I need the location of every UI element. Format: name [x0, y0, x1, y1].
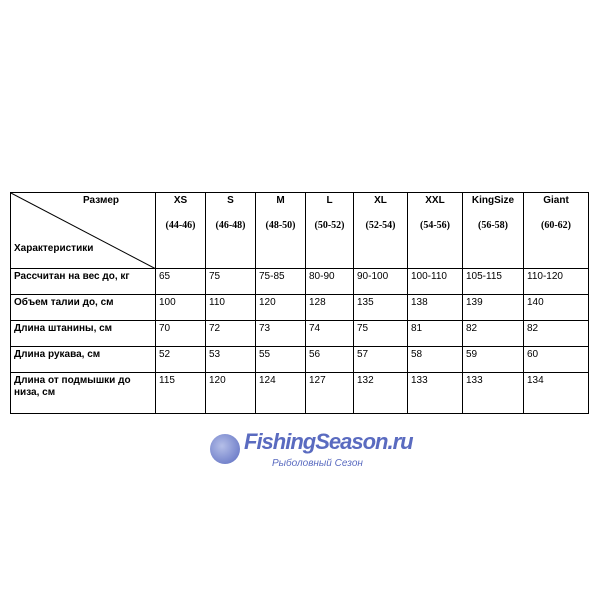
table-cell: 124	[255, 372, 306, 414]
table-cell: 82	[523, 320, 589, 347]
watermark-title: FishingSeason.ru	[244, 429, 414, 454]
size-header: Giant (60-62)	[523, 192, 589, 269]
table-cell: 80-90	[305, 268, 354, 295]
size-name: KingSize	[471, 195, 515, 206]
table-cell: 133	[407, 372, 463, 414]
table-cell: 56	[305, 346, 354, 373]
table-cell: 120	[255, 294, 306, 321]
table-cell: 75	[205, 268, 256, 295]
size-name: XL	[374, 195, 387, 206]
size-header: XS (44-46)	[155, 192, 206, 269]
size-range: (54-56)	[420, 220, 450, 231]
table-cell: 110	[205, 294, 256, 321]
table-cell: 120	[205, 372, 256, 414]
header-row: Размер Характеристики XS (44-46) S (46-48)…	[10, 192, 589, 269]
size-header: S (46-48)	[205, 192, 256, 269]
table-cell: 53	[205, 346, 256, 373]
corner-top-label: Размер	[83, 195, 120, 206]
size-name: XS	[173, 195, 188, 206]
size-header: KingSize (56-58)	[462, 192, 524, 269]
row-label: Рассчитан на вес до, кг	[10, 268, 156, 295]
table-cell: 74	[305, 320, 354, 347]
table-cell: 60	[523, 346, 589, 373]
table-cell: 115	[155, 372, 206, 414]
size-name: Giant	[543, 195, 569, 206]
size-header: XXL (54-56)	[407, 192, 463, 269]
table-cell: 135	[353, 294, 408, 321]
size-chart-table: Размер Характеристики XS (44-46) S (46-48)…	[10, 192, 589, 414]
corner-cell: Размер Характеристики	[10, 192, 156, 269]
table-cell: 139	[462, 294, 524, 321]
table-cell: 52	[155, 346, 206, 373]
table-cell: 134	[523, 372, 589, 414]
table-cell: 133	[462, 372, 524, 414]
table-cell: 140	[523, 294, 589, 321]
table-cell: 75-85	[255, 268, 306, 295]
size-name: L	[326, 195, 333, 206]
size-range: (60-62)	[541, 220, 571, 231]
size-header: XL (52-54)	[353, 192, 408, 269]
size-name: M	[276, 195, 285, 206]
size-range: (48-50)	[265, 220, 296, 231]
row-label: Длина штанины, см	[10, 320, 156, 347]
table-row: Объем талии до, см 100 110 120 128 135 138 139 1…	[10, 294, 589, 321]
table-cell: 55	[255, 346, 306, 373]
table-row: Рассчитан на вес до, кг 65 75 75-85 80-90 90-…	[10, 268, 589, 295]
table-row: Длина от подмышки до низа, см 115 120 124 12…	[10, 372, 589, 414]
table-cell: 138	[407, 294, 463, 321]
table-cell: 57	[353, 346, 408, 373]
watermark-logo: FishingSeason.ru Рыболовный Сезон	[210, 429, 414, 474]
table-row: Длина рукава, см 52 53 55 56 57 58 59 60	[10, 346, 589, 373]
table-cell: 105-115	[462, 268, 524, 295]
table-cell: 65	[155, 268, 206, 295]
row-label: Объем талии до, см	[10, 294, 156, 321]
size-range: (46-48)	[215, 220, 246, 231]
table-cell: 59	[462, 346, 524, 373]
table-cell: 70	[155, 320, 206, 347]
corner-bottom-label: Характеристики	[14, 243, 94, 254]
table-cell: 82	[462, 320, 524, 347]
table-cell: 132	[353, 372, 408, 414]
size-header: M (48-50)	[255, 192, 306, 269]
watermark-subtitle: Рыболовный Сезон	[272, 458, 363, 469]
diagonal-divider	[11, 193, 156, 269]
size-range: (52-54)	[365, 220, 396, 231]
table-cell: 75	[353, 320, 408, 347]
size-name: XXL	[425, 195, 445, 206]
globe-icon	[210, 434, 240, 464]
size-header: L (50-52)	[305, 192, 354, 269]
row-label: Длина рукава, см	[10, 346, 156, 373]
table-cell: 100-110	[407, 268, 463, 295]
size-range: (50-52)	[314, 220, 345, 231]
table-cell: 72	[205, 320, 256, 347]
table-cell: 128	[305, 294, 354, 321]
row-label: Длина от подмышки до низа, см	[10, 372, 156, 414]
table-cell: 73	[255, 320, 306, 347]
table-cell: 58	[407, 346, 463, 373]
size-name: S	[227, 195, 234, 206]
size-range: (56-58)	[478, 220, 508, 231]
table-cell: 90-100	[353, 268, 408, 295]
table-cell: 127	[305, 372, 354, 414]
table-cell: 110-120	[523, 268, 589, 295]
size-range: (44-46)	[165, 220, 196, 231]
table-cell: 81	[407, 320, 463, 347]
table-row: Длина штанины, см 70 72 73 74 75 81 82 82	[10, 320, 589, 347]
table-cell: 100	[155, 294, 206, 321]
